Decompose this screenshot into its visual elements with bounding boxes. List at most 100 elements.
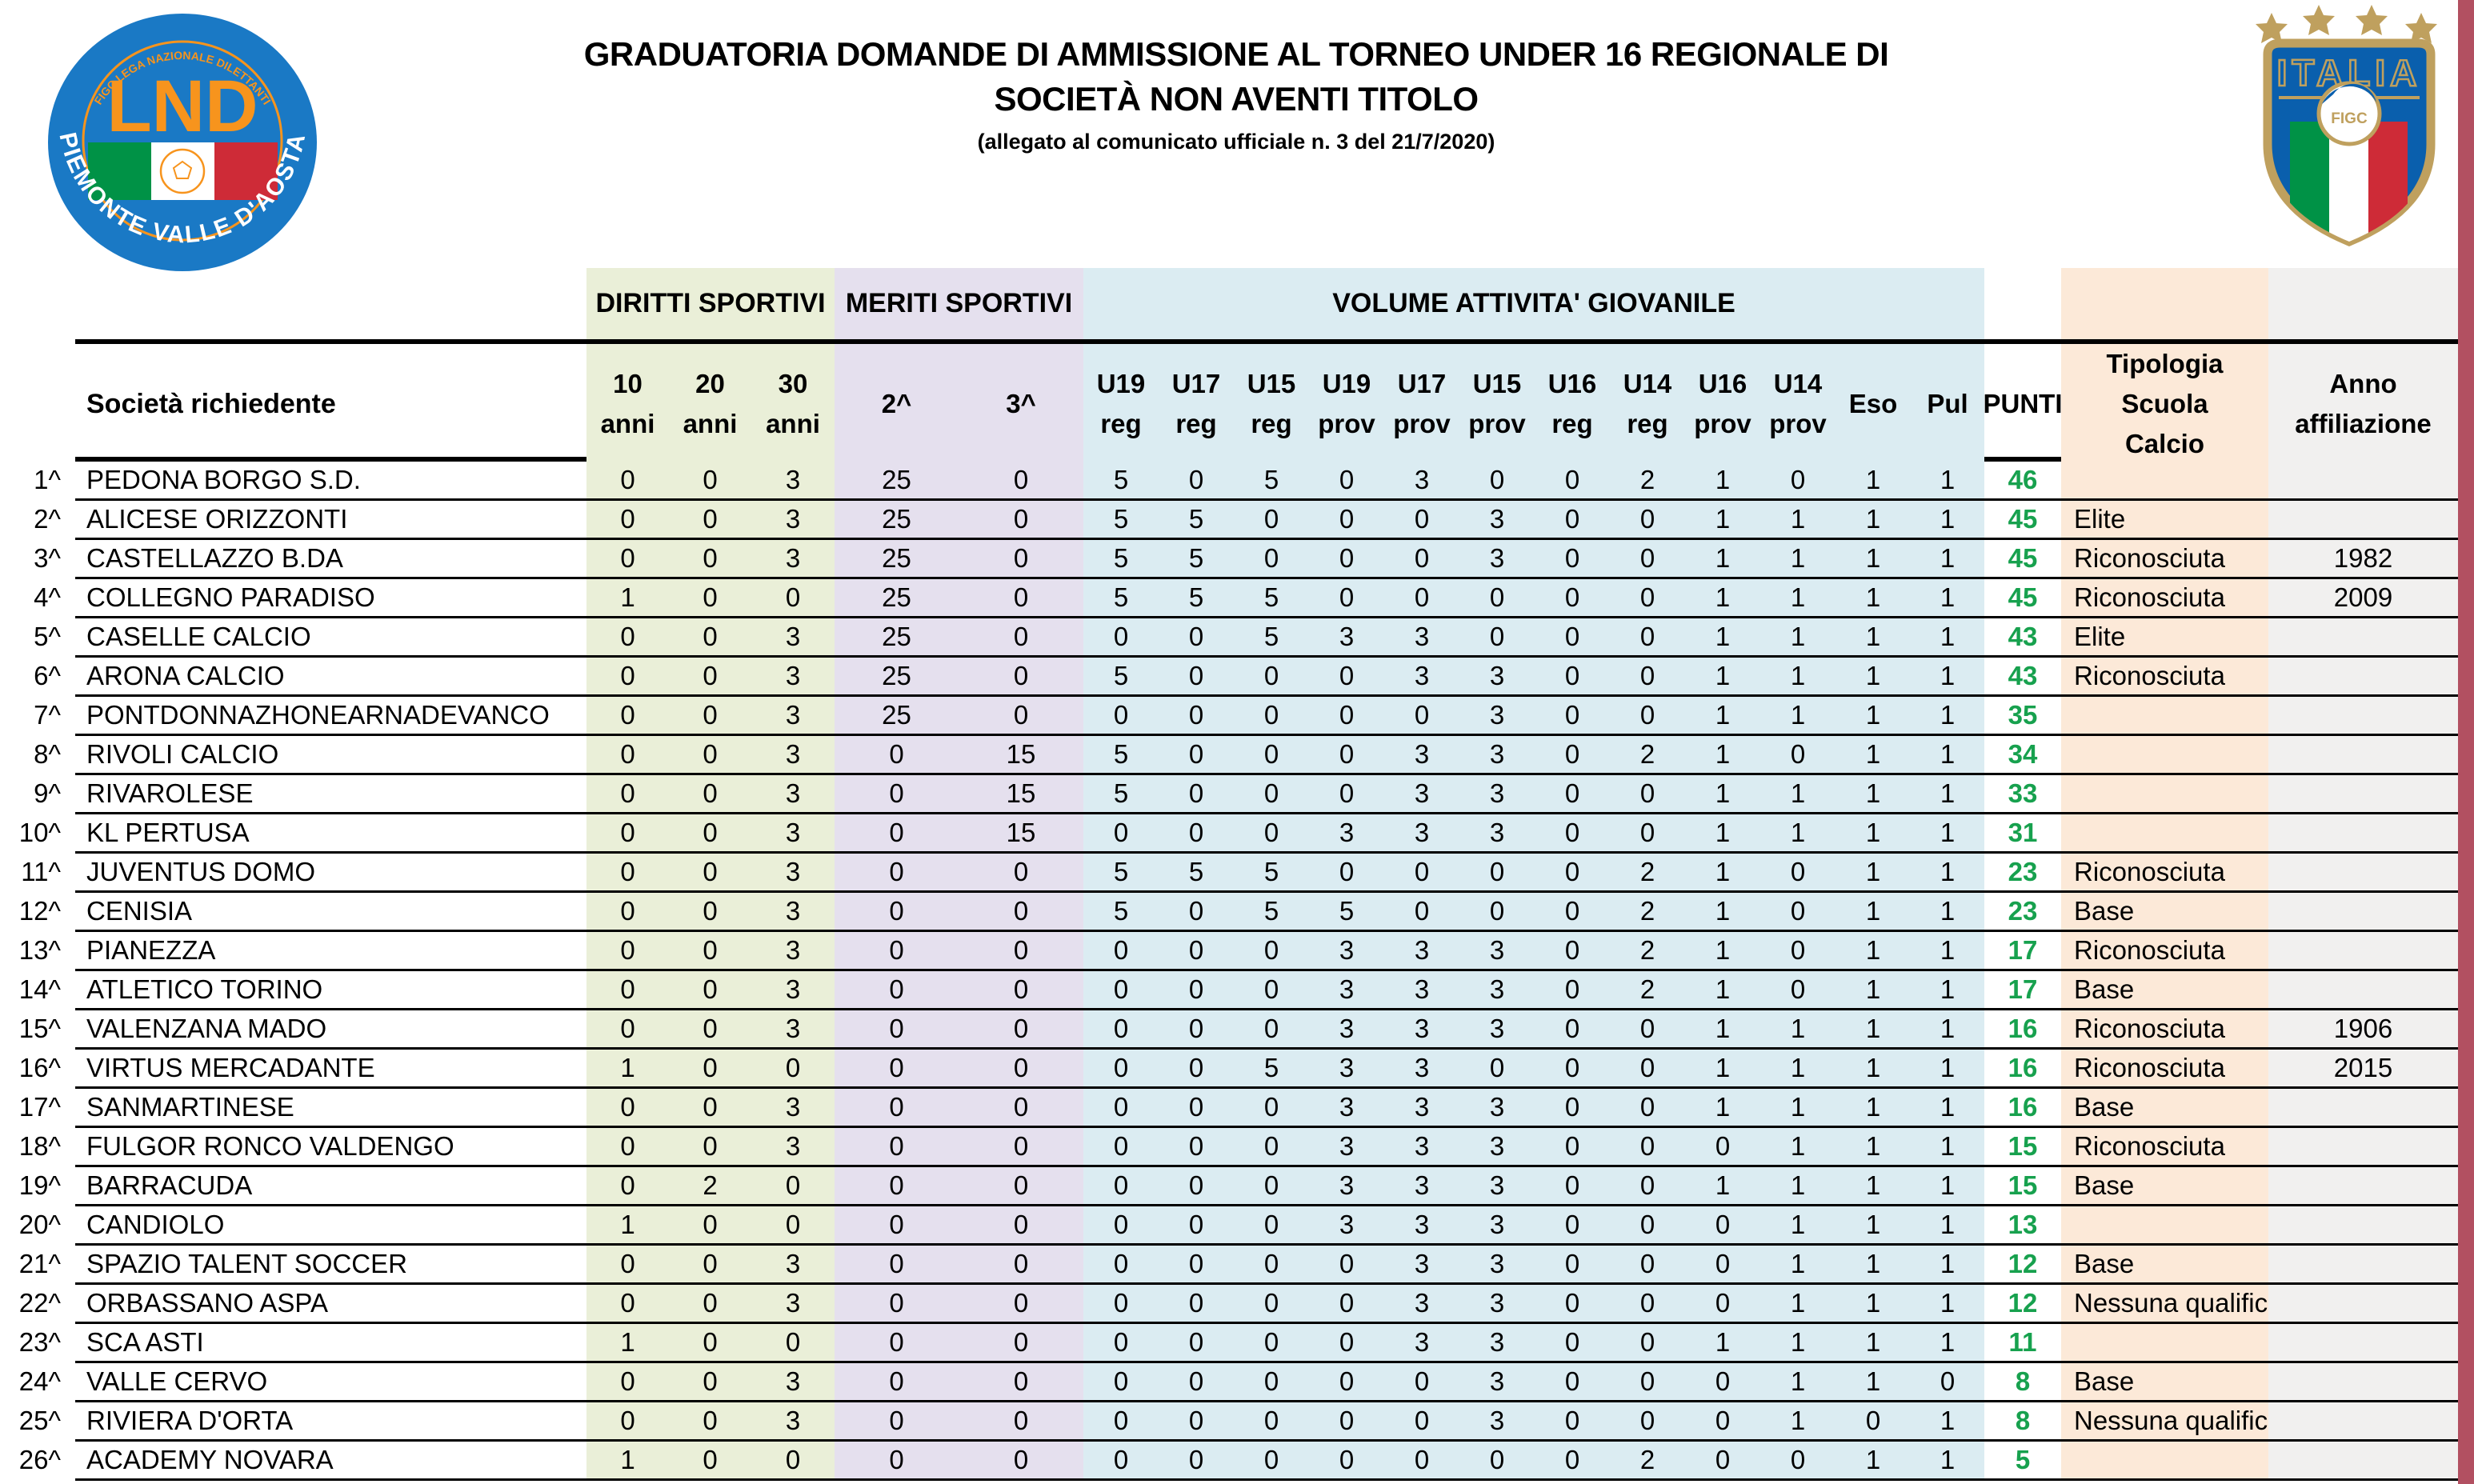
cell-u16-reg: 0 [1535, 618, 1610, 655]
cell-pul: 1 [1911, 697, 1984, 734]
row-society-name: SANMARTINESE [86, 1092, 294, 1122]
lnd-acronym: LND [106, 66, 258, 147]
cell-u15-reg: 5 [1234, 1050, 1309, 1086]
cell-u14-reg: 0 [1610, 775, 1685, 812]
cell-diritti-20: 0 [669, 1128, 751, 1165]
cell-punti: 43 [2008, 622, 2038, 651]
cell-u14-reg: 0 [1610, 618, 1685, 655]
cell-u19-reg: 5 [1083, 893, 1159, 930]
group-spacer-tipologia [2061, 268, 2268, 339]
row-rank: 8^ [34, 739, 61, 769]
cell-pul: 1 [1911, 618, 1984, 655]
row-rank: 20^ [18, 1210, 61, 1239]
cell-u15-reg: 5 [1234, 854, 1309, 890]
cell-u16-reg: 0 [1535, 775, 1610, 812]
row-society-name: KL PERTUSA [86, 818, 250, 847]
cell-u15-prov: 3 [1459, 1285, 1535, 1322]
table-row: 6^ ARONA CALCIO 0 0 3 25 0 5 0 0 0 3 3 0… [34, 658, 2458, 697]
cell-u19-reg: 0 [1083, 1402, 1159, 1439]
cell-u15-reg: 0 [1234, 736, 1309, 773]
cell-eso: 1 [1835, 462, 1911, 498]
figc-stars [2256, 5, 2437, 43]
cell-u16-prov: 0 [1685, 1402, 1760, 1439]
cell-anno: 2015 [2268, 1050, 2458, 1086]
cell-u17-prov: 0 [1384, 893, 1459, 930]
cell-anno [2268, 1324, 2458, 1361]
table-column-header-row: Società richiedente 10 anni 20 anni 30 a… [75, 344, 2458, 464]
cell-u14-prov: 0 [1760, 736, 1835, 773]
cell-eso: 1 [1835, 658, 1911, 694]
cell-diritti-20: 0 [669, 1050, 751, 1086]
cell-eso: 1 [1835, 697, 1911, 734]
cell-anno [2268, 1442, 2458, 1478]
cell-eso: 1 [1835, 1128, 1911, 1165]
cell-u17-prov: 3 [1384, 658, 1459, 694]
cell-punti: 15 [2008, 1131, 2038, 1161]
cell-diritti-10: 0 [586, 462, 669, 498]
table-row: 17^ SANMARTINESE 0 0 3 0 0 0 0 0 3 3 3 0… [19, 1089, 2458, 1128]
table-row: 21^ SPAZIO TALENT SOCCER 0 0 3 0 0 0 0 0… [19, 1246, 2458, 1285]
cell-u14-prov: 1 [1760, 501, 1835, 538]
cell-u17-reg: 0 [1159, 932, 1234, 969]
cell-diritti-10: 0 [586, 971, 669, 1008]
cell-tipologia: Base [2061, 971, 2268, 1008]
cell-u16-prov: 1 [1685, 1010, 1760, 1047]
cell-u14-prov: 0 [1760, 462, 1835, 498]
cell-u16-prov: 1 [1685, 736, 1760, 773]
page-right-accent-bar [2458, 0, 2474, 1484]
cell-pul: 1 [1911, 1010, 1984, 1047]
cell-tipologia: Riconosciuta [2061, 1010, 2268, 1047]
cell-punti: 11 [2008, 1327, 2037, 1357]
group-header-diritti: DIRITTI SPORTIVI [586, 268, 835, 339]
cell-diritti-30: 3 [751, 775, 835, 812]
cell-u19-reg: 0 [1083, 1363, 1159, 1400]
cell-eso: 1 [1835, 1363, 1911, 1400]
cell-u16-reg: 0 [1535, 1363, 1610, 1400]
table-row: 12^ CENISIA 0 0 3 0 0 5 0 5 5 0 0 0 2 1 … [19, 893, 2458, 932]
table-row: 19^ BARRACUDA 0 2 0 0 0 0 0 0 3 3 3 0 0 … [19, 1167, 2458, 1206]
figc-italia-logo: ITALIA FIGC [2256, 5, 2437, 246]
cell-u19-reg: 5 [1083, 501, 1159, 538]
row-rank: 10^ [18, 818, 61, 847]
cell-diritti-20: 0 [669, 1285, 751, 1322]
cell-u14-reg: 2 [1610, 893, 1685, 930]
cell-u17-prov: 3 [1384, 1050, 1459, 1086]
cell-anno [2268, 697, 2458, 734]
cell-u17-reg: 0 [1159, 462, 1234, 498]
cell-meriti-3a: 0 [959, 1206, 1083, 1243]
cell-u15-prov: 0 [1459, 618, 1535, 655]
cell-u16-reg: 0 [1535, 1128, 1610, 1165]
cell-pul: 1 [1911, 1206, 1984, 1243]
cell-meriti-3a: 0 [959, 697, 1083, 734]
cell-punti: 5 [2015, 1445, 2031, 1474]
cell-meriti-2a: 0 [835, 1363, 959, 1400]
cell-u14-reg: 2 [1610, 1442, 1685, 1478]
row-society-name: RIVIERA D'ORTA [86, 1406, 294, 1435]
cell-u15-prov: 0 [1459, 579, 1535, 616]
cell-pul: 1 [1911, 1285, 1984, 1322]
cell-u15-prov: 3 [1459, 1402, 1535, 1439]
cell-u17-prov: 3 [1384, 1246, 1459, 1282]
cell-u14-reg: 0 [1610, 579, 1685, 616]
cell-meriti-2a: 0 [835, 1206, 959, 1243]
cell-diritti-20: 0 [669, 1010, 751, 1047]
cell-anno [2268, 854, 2458, 890]
cell-punti: 45 [2008, 582, 2038, 612]
cell-u14-prov: 0 [1760, 854, 1835, 890]
cell-tipologia: Base [2061, 1167, 2268, 1204]
row-society-name: VALLE CERVO [86, 1366, 268, 1396]
cell-diritti-20: 0 [669, 1206, 751, 1243]
cell-diritti-30: 3 [751, 1089, 835, 1126]
row-rank: 26^ [18, 1445, 61, 1474]
cell-u19-prov: 0 [1309, 579, 1384, 616]
cell-u14-prov: 1 [1760, 1050, 1835, 1086]
row-society-name: VIRTUS MERCADANTE [86, 1053, 375, 1082]
row-rank: 1^ [34, 465, 61, 494]
cell-u19-reg: 0 [1083, 1089, 1159, 1126]
col-header-u16-prov: U16 prov [1685, 344, 1760, 464]
cell-diritti-20: 0 [669, 540, 751, 577]
cell-meriti-2a: 0 [835, 1285, 959, 1322]
cell-u17-reg: 0 [1159, 1167, 1234, 1204]
cell-anno [2268, 1285, 2458, 1322]
row-rank: 5^ [34, 622, 61, 651]
